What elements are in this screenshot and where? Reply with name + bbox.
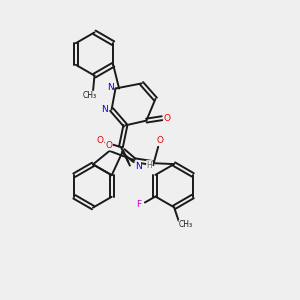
Text: H: H: [146, 160, 152, 169]
Text: N: N: [107, 82, 113, 91]
Text: F: F: [136, 200, 142, 209]
Text: N: N: [102, 105, 108, 114]
Text: O: O: [164, 114, 171, 123]
Text: O: O: [156, 136, 163, 145]
Text: O: O: [96, 136, 103, 146]
Text: N: N: [135, 162, 142, 171]
Text: CH₃: CH₃: [179, 220, 193, 229]
Text: O: O: [105, 141, 112, 150]
Text: CH₃: CH₃: [82, 91, 97, 100]
